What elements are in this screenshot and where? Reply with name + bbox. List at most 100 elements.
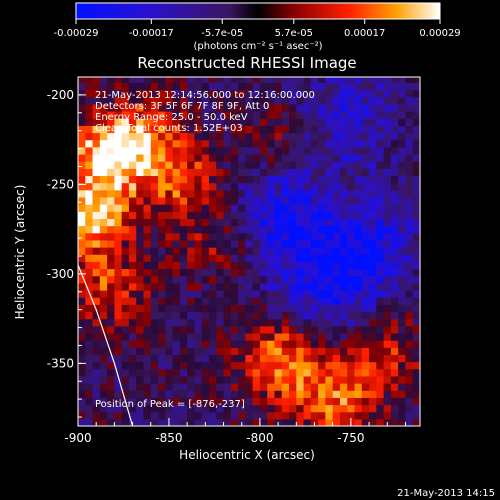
heatmap-cell [347, 404, 356, 413]
heatmap-cell [85, 397, 94, 406]
heatmap-cell [398, 225, 407, 234]
heatmap-cell [303, 297, 312, 305]
heatmap-cell [208, 397, 217, 406]
heatmap-cell [376, 289, 385, 298]
heatmap-cell [318, 111, 327, 119]
heatmap-cell [143, 397, 152, 406]
heatmap-cell [114, 332, 123, 341]
heatmap-cell [223, 411, 232, 420]
heatmap-cell [281, 268, 290, 277]
heatmap-cell [99, 247, 108, 255]
heatmap-cell [281, 111, 290, 119]
heatmap-cell [150, 239, 159, 248]
heatmap-cell [194, 318, 203, 327]
heatmap-cell [216, 347, 225, 356]
heatmap-cell [376, 96, 385, 105]
heatmap-cell [325, 175, 334, 184]
heatmap-cell [361, 383, 370, 391]
heatmap-cell [179, 304, 188, 313]
heatmap-cell [347, 297, 356, 305]
heatmap-cell [318, 383, 327, 391]
heatmap-cell [128, 196, 137, 205]
heatmap-cell [143, 332, 152, 341]
heatmap-cell [245, 347, 254, 356]
heatmap-cell [412, 282, 420, 291]
heatmap-cell [158, 161, 166, 169]
heatmap-cell [179, 268, 188, 277]
heatmap-cell [165, 118, 174, 126]
heatmap-cell [121, 311, 130, 320]
heatmap-cell [361, 139, 370, 148]
heatmap-cell [78, 82, 86, 91]
heatmap-cell [303, 289, 312, 298]
heatmap-cell [383, 125, 392, 134]
heatmap-cell [187, 390, 196, 398]
heatmap-cell [412, 182, 420, 191]
heatmap-cell [179, 189, 188, 198]
heatmap-cell [405, 404, 414, 413]
heatmap-cell [296, 189, 305, 198]
heatmap-cell [114, 132, 123, 141]
heatmap-cell [107, 103, 115, 112]
heatmap-cell [405, 103, 414, 112]
heatmap-cell [107, 268, 115, 277]
heatmap-cell [303, 96, 312, 105]
heatmap-cell [289, 254, 297, 262]
heatmap-cell [259, 247, 268, 255]
heatmap-cell [187, 232, 196, 241]
heatmap-cell [85, 254, 94, 262]
heatmap-cell [339, 297, 348, 305]
heatmap-cell [390, 375, 399, 384]
heatmap-cell [114, 311, 123, 320]
heatmap-cell [223, 211, 232, 219]
heatmap-cell [289, 289, 297, 298]
heatmap-cell [223, 89, 232, 98]
heatmap-cell [143, 383, 152, 391]
heatmap-cell [194, 375, 203, 384]
heatmap-cell [405, 390, 414, 398]
heatmap-cell [179, 325, 188, 334]
heatmap-cell [289, 368, 297, 377]
heatmap-cell [376, 368, 385, 377]
heatmap-cell [230, 347, 239, 356]
heatmap-cell [78, 289, 86, 298]
heatmap-cell [325, 397, 334, 406]
heatmap-cell [376, 168, 385, 177]
heatmap-cell [150, 311, 159, 320]
heatmap-cell [369, 196, 377, 205]
heatmap-cell [92, 204, 101, 212]
heatmap-cell [136, 289, 145, 298]
heatmap-cell [238, 332, 246, 341]
heatmap-cell [99, 132, 108, 141]
heatmap-cell [361, 146, 370, 155]
annotation-time-range: 21-May-2013 12:14:56.000 to 12:16:00.000 [95, 90, 315, 101]
heatmap-cell [303, 254, 312, 262]
heatmap-cell [78, 247, 86, 255]
heatmap-cell [369, 390, 377, 398]
heatmap-cell [332, 89, 341, 98]
heatmap-cell [172, 77, 181, 83]
heatmap-cell [78, 111, 86, 119]
heatmap-cell [376, 375, 385, 384]
heatmap-cell [136, 411, 145, 420]
heatmap-cell [274, 247, 283, 255]
heatmap-cell [361, 354, 370, 363]
heatmap-cell [158, 168, 166, 177]
heatmap-cell [230, 118, 239, 126]
heatmap-cell [85, 103, 94, 112]
y-tick-label: -200 [47, 88, 74, 102]
heatmap-cell [398, 232, 407, 241]
heatmap-cell [310, 204, 319, 212]
heatmap-cell [267, 375, 276, 384]
heatmap-cell [296, 89, 305, 98]
heatmap-cell [376, 347, 385, 356]
heatmap-cell [252, 318, 261, 327]
heatmap-cell [107, 82, 115, 91]
heatmap-cell [347, 96, 356, 105]
heatmap-cell [114, 211, 123, 219]
heatmap-cell [390, 275, 399, 284]
heatmap-cell [296, 247, 305, 255]
heatmap-cell [201, 390, 210, 398]
heatmap-cell [208, 254, 217, 262]
heatmap-cell [165, 383, 174, 391]
